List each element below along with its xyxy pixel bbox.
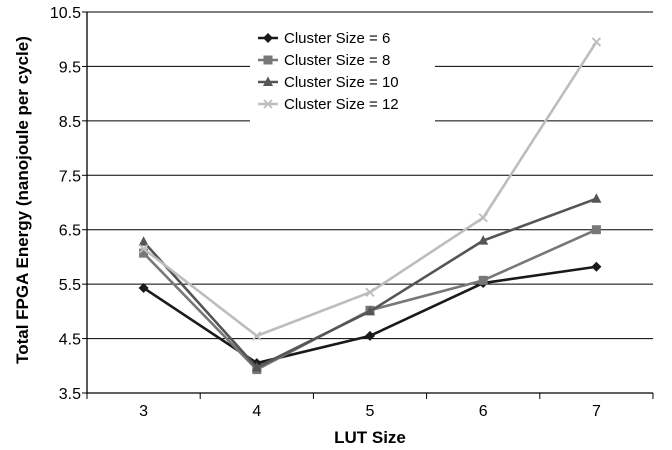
legend-marker <box>263 99 273 109</box>
axes <box>86 12 653 394</box>
data-point-marker <box>365 305 375 316</box>
legend-item: Cluster Size = 8 <box>258 52 390 69</box>
data-point-marker <box>591 37 602 47</box>
data-point-marker <box>478 235 489 245</box>
x-tick-label: 6 <box>479 403 488 420</box>
series-4 <box>138 37 602 341</box>
data-point-marker <box>365 287 375 297</box>
data-point-marker <box>365 330 375 341</box>
legend-item: Cluster Size = 6 <box>258 30 390 47</box>
y-tick-label: 8.5 <box>59 114 81 131</box>
legend-marker <box>263 33 273 43</box>
legend-label: Cluster Size = 6 <box>284 30 390 47</box>
x-axis-title: LUT Size <box>334 428 406 447</box>
x-tick-label: 5 <box>366 403 375 420</box>
legend-background <box>250 24 435 122</box>
series <box>138 37 602 375</box>
data-point-marker <box>139 248 149 258</box>
legend-label: Cluster Size = 12 <box>284 96 399 113</box>
x-tick-label: 4 <box>252 403 261 420</box>
legend-item: Cluster Size = 10 <box>258 74 399 91</box>
legend-label: Cluster Size = 8 <box>284 52 390 69</box>
legend-label: Cluster Size = 10 <box>284 74 399 91</box>
data-point-marker <box>138 236 149 246</box>
x-tick-label: 3 <box>139 403 148 420</box>
y-axis-ticks: 3.5 4.5 5.5 6.5 7.5 8.5 9.5 10.5 <box>50 5 87 403</box>
data-point-marker <box>252 331 262 341</box>
y-tick-label: 7.5 <box>59 168 81 185</box>
series-3 <box>138 193 602 372</box>
data-point-marker <box>591 193 602 203</box>
y-tick-label: 3.5 <box>59 386 81 403</box>
series-line <box>142 197 597 369</box>
legend-marker <box>263 76 273 86</box>
y-tick-label: 6.5 <box>59 223 81 240</box>
legend: Cluster Size = 6 Cluster Size = 8 Cluster … <box>250 24 435 122</box>
y-tick-label: 10.5 <box>50 5 81 22</box>
data-point-marker <box>591 225 601 235</box>
data-point-marker <box>478 213 488 223</box>
x-tick-label: 7 <box>592 403 601 420</box>
data-point-marker <box>591 261 602 272</box>
y-tick-label: 4.5 <box>59 332 81 349</box>
legend-marker <box>263 55 273 65</box>
data-point-marker <box>478 275 488 285</box>
x-axis-ticks: 3 4 5 6 7 <box>86 393 654 420</box>
y-tick-label: 5.5 <box>59 277 81 294</box>
data-point-marker <box>138 244 149 254</box>
y-tick-label: 9.5 <box>59 59 81 76</box>
y-axis-title: Total FPGA Energy (nanojoule per cycle) <box>13 36 32 364</box>
legend-item: Cluster Size = 12 <box>258 96 399 113</box>
data-point-marker <box>251 361 262 372</box>
data-point-marker <box>138 282 149 293</box>
